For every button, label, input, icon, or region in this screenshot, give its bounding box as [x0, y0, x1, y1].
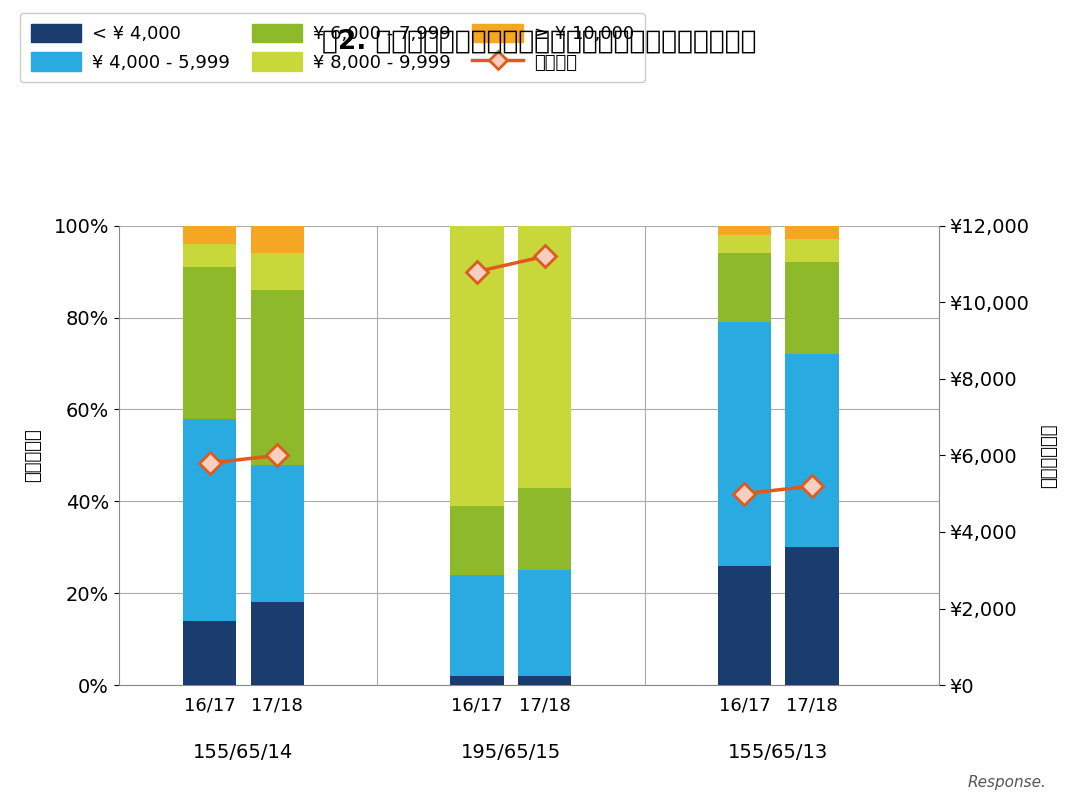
Bar — [450, 226, 504, 506]
Bar — [182, 621, 236, 685]
Bar — [250, 602, 304, 685]
Bar — [450, 676, 504, 685]
Bar — [250, 290, 304, 464]
Bar — [518, 226, 572, 488]
Bar — [250, 253, 304, 290]
Text: 155/65/13: 155/65/13 — [728, 743, 829, 762]
Legend: < ¥ 4,000, ¥ 4,000 - 5,999, ¥ 6,000 - 7,999, ¥ 8,000 - 9,999, ≥ ¥ 10,000, 平均価格: < ¥ 4,000, ¥ 4,000 - 5,999, ¥ 6,000 - 7,… — [19, 13, 645, 82]
Bar — [250, 464, 304, 602]
Bar — [518, 676, 572, 685]
Text: 155/65/14: 155/65/14 — [193, 743, 293, 762]
Bar — [786, 239, 838, 263]
Bar — [718, 235, 771, 253]
Bar — [250, 226, 304, 253]
Bar — [718, 253, 771, 322]
Bar — [786, 226, 838, 239]
Bar — [182, 244, 236, 267]
Bar — [786, 263, 838, 355]
Bar — [518, 488, 572, 571]
Bar — [450, 506, 504, 575]
Y-axis label: （平均価格）: （平均価格） — [1040, 423, 1058, 488]
Bar — [450, 575, 504, 676]
Bar — [786, 547, 838, 685]
Bar — [518, 571, 572, 676]
Text: 図2. 冬タイヤ主要サイズ　価格帯別本数構成比・平均価格: 図2. 冬タイヤ主要サイズ 価格帯別本数構成比・平均価格 — [323, 28, 756, 54]
Text: 195/65/15: 195/65/15 — [461, 743, 561, 762]
Bar — [182, 418, 236, 621]
Bar — [718, 566, 771, 685]
Bar — [786, 355, 838, 547]
Y-axis label: （構成比）: （構成比） — [25, 429, 42, 482]
Text: Response.: Response. — [968, 775, 1047, 790]
Bar — [718, 226, 771, 235]
Bar — [718, 322, 771, 566]
Bar — [182, 226, 236, 244]
Bar — [182, 267, 236, 418]
